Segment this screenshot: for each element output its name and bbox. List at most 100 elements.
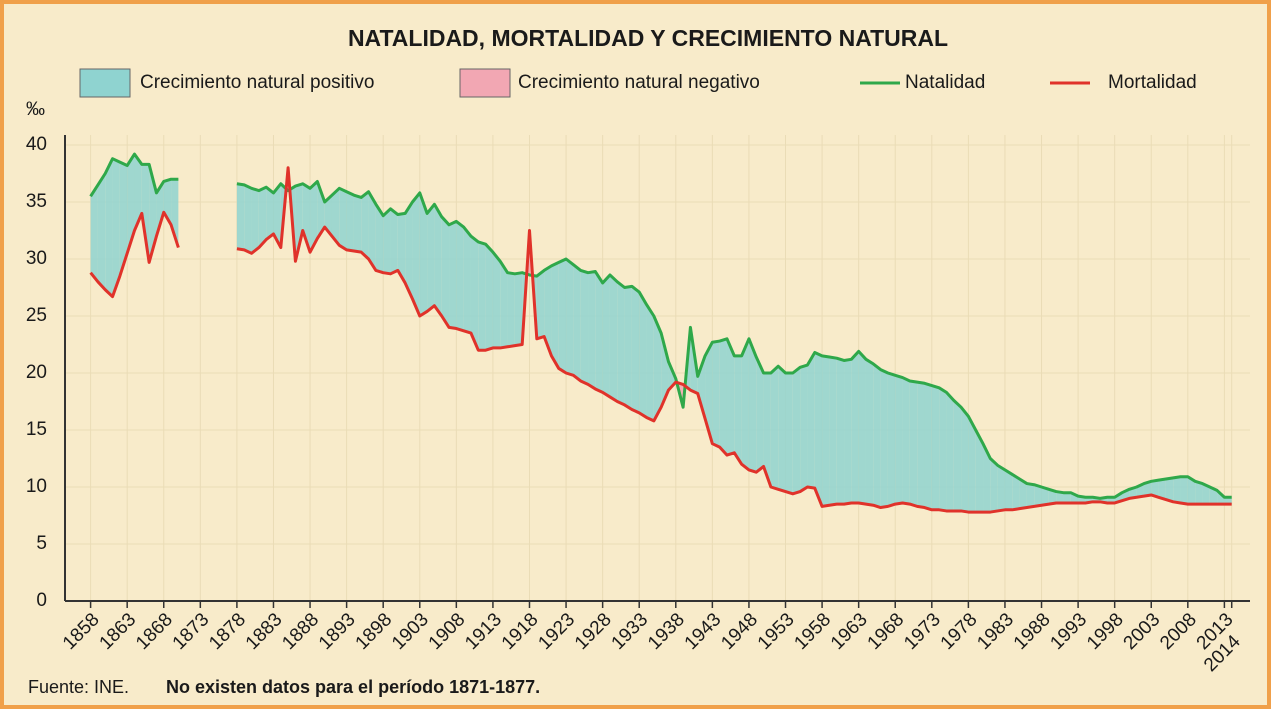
growth-area: [573, 264, 581, 381]
growth-area: [456, 221, 464, 331]
growth-area: [412, 192, 420, 316]
growth-area: [419, 192, 428, 316]
growth-area: [1165, 477, 1174, 502]
growth-area: [617, 281, 625, 405]
growth-area: [317, 181, 325, 239]
growth-area: [368, 191, 376, 271]
growth-area: [310, 181, 318, 253]
growth-area: [90, 184, 98, 282]
y-tick-label: 40: [26, 134, 47, 155]
legend-label: Mortalidad: [1108, 72, 1197, 93]
growth-area: [631, 286, 640, 413]
growth-area: [397, 213, 406, 283]
growth-area: [536, 270, 545, 339]
legend-swatch: [79, 68, 131, 98]
growth-area: [127, 154, 135, 254]
growth-area: [624, 286, 632, 410]
legend-label: Natalidad: [905, 72, 985, 93]
growth-area: [931, 385, 940, 510]
growth-area: [895, 375, 903, 505]
growth-area: [712, 341, 720, 448]
growth-area: [1173, 476, 1181, 503]
growth-area: [383, 208, 391, 274]
growth-area: [500, 261, 508, 348]
growth-area: [902, 377, 910, 505]
growth-area: [880, 369, 888, 508]
series-line: [89, 152, 1232, 500]
growth-area: [134, 154, 142, 231]
growth-area: [1143, 481, 1152, 497]
growth-area: [800, 365, 808, 492]
growth-area: [441, 216, 450, 328]
growth-area: [653, 316, 662, 421]
growth-area: [331, 188, 340, 246]
growth-area: [295, 183, 303, 262]
growth-area: [953, 400, 962, 511]
y-tick-label: 10: [26, 476, 47, 497]
growth-area: [353, 195, 362, 253]
growth-area: [770, 366, 779, 490]
growth-area: [961, 407, 969, 513]
growth-area: [375, 204, 384, 273]
growth-area: [361, 191, 369, 259]
growth-area: [346, 191, 354, 252]
chart-title: NATALIDAD, MORTALIDAD Y CRECIMIENTO NATU…: [348, 25, 948, 51]
growth-area: [141, 164, 150, 263]
legend-label: Crecimiento natural negativo: [518, 72, 760, 93]
growth-area: [968, 416, 976, 513]
growth-area: [822, 355, 830, 507]
growth-area: [273, 183, 281, 248]
y-tick-label: 25: [26, 305, 47, 326]
growth-area: [983, 443, 991, 513]
growth-area: [1012, 474, 1020, 510]
growth-area: [266, 187, 274, 240]
y-tick-label: 30: [26, 248, 47, 269]
growth-area: [1202, 483, 1210, 505]
growth-area: [544, 265, 552, 356]
growth-area: [492, 252, 501, 348]
growth-area: [1224, 497, 1232, 505]
growth-area: [1187, 476, 1196, 505]
growth-area: [946, 392, 954, 511]
growth-area: [244, 184, 252, 254]
growth-area: [851, 351, 859, 503]
growth-area: [609, 274, 618, 402]
growth-area: [507, 272, 515, 347]
growth-area: [449, 221, 457, 329]
y-axis-label: ‰: [26, 99, 45, 120]
growth-area: [1048, 489, 1057, 505]
growth-area: [1004, 469, 1013, 510]
growth-area: [748, 338, 757, 473]
growth-area: [602, 274, 610, 397]
growth-area: [324, 195, 332, 237]
growth-area: [917, 382, 925, 508]
growth-area: [434, 204, 442, 316]
legend-swatch: [459, 68, 511, 98]
growth-area: [588, 271, 596, 389]
growth-area: [156, 181, 164, 237]
growth-area: [909, 380, 918, 507]
growth-area: [778, 366, 786, 492]
growth-area: [785, 373, 793, 494]
growth-area: [829, 357, 837, 506]
note: No existen datos para el período 1871-18…: [166, 677, 540, 697]
growth-area: [1180, 476, 1188, 505]
growth-area: [807, 352, 815, 489]
growth-area: [997, 465, 1005, 511]
growth-area: [1041, 487, 1049, 506]
growth-area: [661, 333, 669, 408]
legend-label: Crecimiento natural positivo: [140, 72, 374, 93]
growth-area: [558, 259, 567, 373]
growth-area: [975, 430, 984, 513]
growth-area: [470, 236, 479, 351]
growth-area: [390, 208, 398, 274]
growth-area: [1019, 479, 1027, 509]
growth-area: [119, 162, 128, 277]
growth-area: [763, 373, 771, 487]
y-tick-label: 5: [36, 533, 47, 554]
growth-area: [478, 241, 486, 351]
growth-area: [1158, 479, 1166, 500]
y-tick-label: 20: [26, 362, 47, 383]
